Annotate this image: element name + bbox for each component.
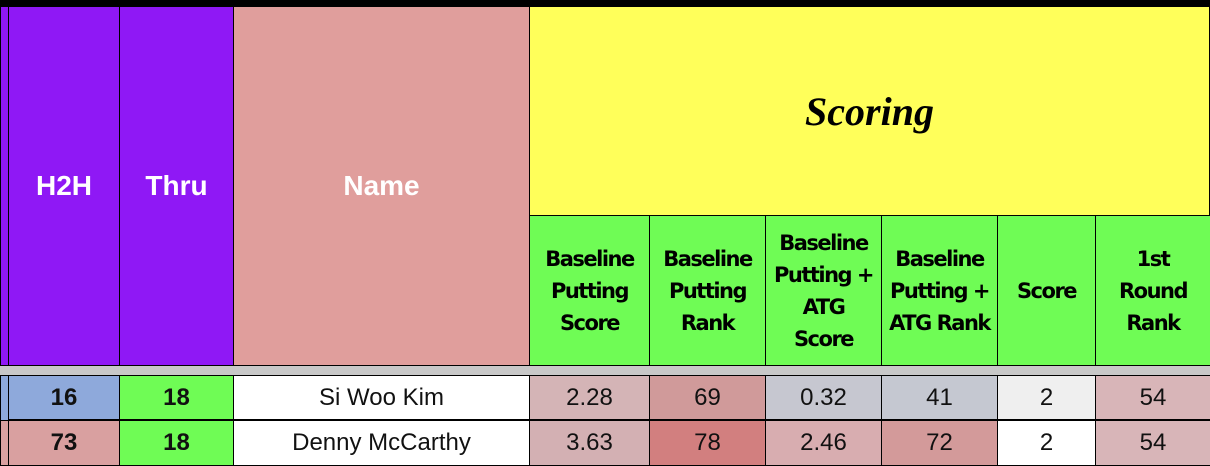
table-cell: 72	[881, 420, 998, 466]
table-cell: 18	[119, 375, 234, 420]
group-header: Scoring	[529, 6, 1210, 216]
subcolumn-header: Baseline Putting + ATG Score	[765, 215, 882, 366]
table-cell: 2	[997, 420, 1096, 466]
table-cell: 54	[1095, 375, 1210, 420]
table-cell: Si Woo Kim	[233, 375, 530, 420]
table-cell: 18	[119, 420, 234, 466]
column-header: H2H	[8, 6, 120, 366]
table-cell: 54	[1095, 420, 1210, 466]
subcolumn-header: 1st Round Rank	[1095, 215, 1210, 366]
subcolumn-header: Score	[997, 215, 1096, 366]
table-cell: 3.63	[529, 420, 650, 466]
table-cell: 2	[997, 375, 1096, 420]
table-cell: 73	[8, 420, 120, 466]
subcolumn-header: Baseline Putting Score	[529, 215, 650, 366]
table-cell: 41	[881, 375, 998, 420]
column-header: Name	[233, 6, 530, 366]
table-cell: Denny McCarthy	[233, 420, 530, 466]
table-cell: 0.32	[765, 375, 882, 420]
table-cell: 2.46	[765, 420, 882, 466]
table-cell: 69	[649, 375, 766, 420]
top-border	[0, 0, 1210, 6]
table-cell: 16	[8, 375, 120, 420]
subcolumn-header: Baseline Putting Rank	[649, 215, 766, 366]
table-cell: 78	[649, 420, 766, 466]
column-header: Thru	[119, 6, 234, 366]
subcolumn-header: Baseline Putting + ATG Rank	[881, 215, 998, 366]
table-cell: 2.28	[529, 375, 650, 420]
